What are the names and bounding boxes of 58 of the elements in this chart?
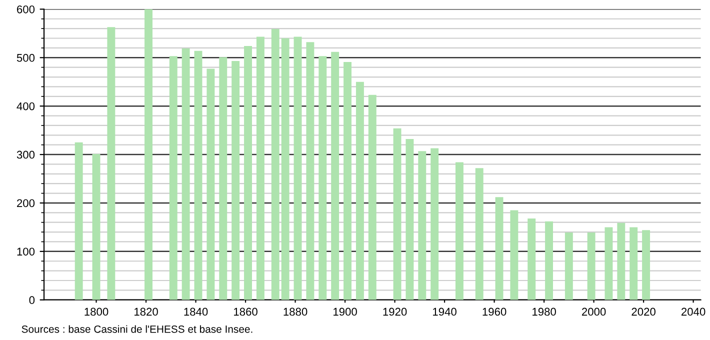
bar [74, 142, 83, 300]
bar [510, 210, 518, 300]
bar [642, 230, 650, 300]
bar [244, 46, 252, 300]
bar [232, 61, 240, 300]
bar [475, 168, 484, 300]
bar [356, 82, 364, 300]
bar [107, 27, 116, 300]
bar [306, 42, 314, 300]
x-tick-label: 1960 [482, 308, 506, 316]
x-tick-label: 1820 [134, 308, 158, 316]
bar [219, 57, 228, 300]
bar [406, 139, 414, 300]
bar [368, 94, 376, 300]
x-tick-label: 1940 [433, 308, 456, 316]
bar [206, 68, 215, 300]
x-tick-label: 2000 [582, 308, 606, 316]
bar [194, 50, 202, 300]
bar [545, 221, 553, 300]
bar [564, 232, 573, 300]
bar [630, 227, 638, 300]
bar [294, 36, 302, 300]
bar [528, 218, 536, 300]
bar [169, 56, 178, 300]
y-tick-label: 500 [16, 54, 35, 62]
bar [182, 48, 190, 300]
bar [418, 151, 426, 300]
bar [92, 154, 100, 300]
bar [455, 162, 464, 300]
bar [271, 29, 280, 300]
x-tick-label: 1900 [334, 308, 357, 316]
bar [430, 148, 439, 300]
x-tick-label: 1920 [383, 308, 407, 316]
y-tick-label: 100 [17, 248, 35, 256]
bar [281, 38, 290, 300]
y-tick-label: 400 [16, 102, 35, 110]
bar [144, 9, 152, 300]
y-tick-label: 600 [17, 5, 35, 14]
x-tick-label: 2020 [632, 308, 656, 316]
bar [604, 227, 613, 300]
bar [344, 62, 352, 300]
bar [495, 197, 504, 300]
source-note: Sources : base Cassini de l'EHESS et base Insee. [22, 325, 252, 333]
bar [318, 56, 327, 300]
x-tick-label: 1800 [84, 308, 108, 316]
bar [617, 222, 626, 300]
bar [393, 128, 402, 300]
x-tick-label: 1880 [284, 308, 308, 316]
x-tick-label: 1980 [532, 308, 556, 316]
y-tick-label: 200 [17, 199, 35, 208]
x-tick-label: 1860 [234, 308, 258, 316]
bar [331, 52, 340, 300]
x-tick-label: 2040 [682, 308, 706, 316]
bar [256, 36, 264, 300]
y-tick-label: 300 [16, 150, 35, 159]
bar [587, 232, 596, 300]
x-tick-label: 1840 [184, 308, 208, 316]
y-tick-label: 0 [29, 296, 35, 304]
